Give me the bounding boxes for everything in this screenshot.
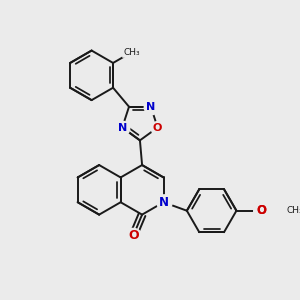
Text: O: O — [256, 204, 266, 217]
Text: CH₃: CH₃ — [123, 48, 140, 57]
Text: N: N — [118, 122, 127, 133]
Text: O: O — [128, 229, 139, 242]
Text: O: O — [153, 122, 162, 133]
Text: N: N — [146, 102, 155, 112]
Text: CH₃: CH₃ — [287, 206, 300, 215]
Text: N: N — [159, 196, 169, 209]
Text: O: O — [256, 204, 266, 217]
